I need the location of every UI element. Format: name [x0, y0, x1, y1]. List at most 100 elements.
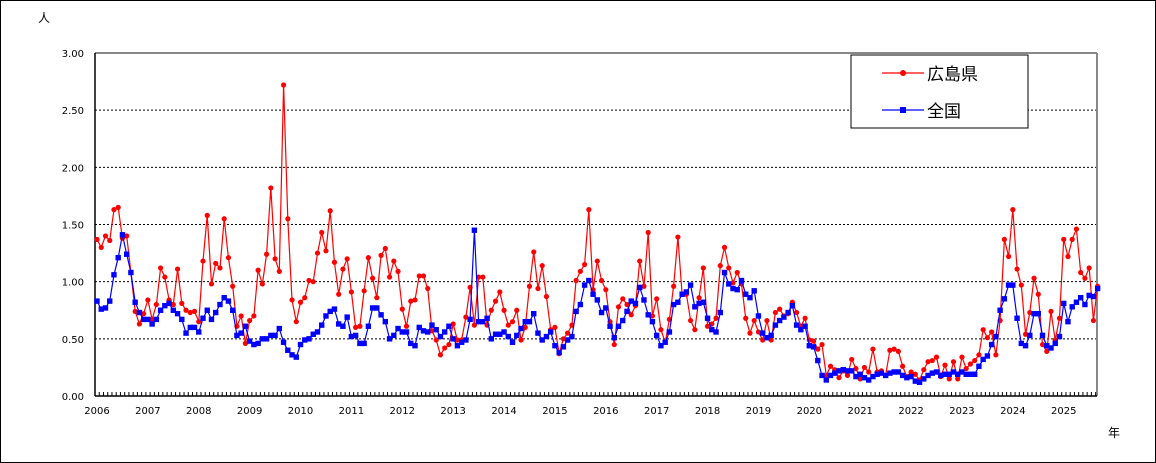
data-point: [200, 315, 206, 321]
data-point: [352, 332, 359, 339]
data-point: [836, 368, 842, 374]
data-point: [895, 348, 901, 355]
data-point: [654, 296, 660, 302]
data-point: [785, 309, 791, 316]
data-point: [259, 281, 265, 287]
data-point: [293, 354, 299, 360]
data-point: [225, 255, 232, 261]
data-point: [730, 280, 736, 286]
data-point: [959, 354, 965, 360]
data-point: [145, 297, 151, 303]
data-point: [543, 333, 550, 340]
data-point: [454, 342, 461, 349]
data-point: [603, 287, 609, 293]
data-point: [535, 330, 541, 336]
data-point: [458, 339, 465, 345]
data-point: [166, 300, 172, 307]
data-point: [276, 268, 282, 274]
data-point: [844, 372, 851, 379]
data-point: [823, 372, 829, 379]
y-axis-unit: 人: [38, 11, 50, 25]
data-point: [425, 329, 431, 335]
data-point: [777, 306, 783, 312]
data-point: [484, 315, 490, 321]
data-point: [704, 323, 711, 329]
data-point: [988, 341, 995, 348]
data-point: [582, 261, 588, 268]
data-point: [442, 345, 448, 351]
data-point: [1061, 300, 1067, 307]
data-point: [921, 367, 927, 373]
data-point: [264, 251, 270, 257]
y-tick-label: 2.00: [62, 163, 84, 174]
data-point: [887, 347, 893, 353]
x-axis-unit: 年: [1108, 426, 1120, 440]
data-point: [365, 255, 371, 261]
data-point: [556, 349, 562, 356]
data-point: [441, 329, 448, 335]
data-point: [141, 311, 147, 317]
data-point: [615, 304, 622, 310]
x-tick-label: 2012: [390, 406, 415, 417]
data-point: [810, 338, 817, 344]
data-point: [310, 279, 316, 285]
data-point: [615, 323, 622, 329]
data-point: [480, 274, 486, 280]
data-point: [162, 302, 168, 309]
data-point: [170, 301, 176, 308]
y-tick-label: 1.50: [62, 221, 84, 232]
data-point: [1014, 266, 1020, 272]
data-point: [1073, 226, 1080, 232]
data-point: [386, 336, 393, 342]
data-point: [446, 323, 452, 329]
data-point: [933, 354, 940, 360]
data-point: [157, 307, 164, 313]
data-point: [594, 297, 601, 303]
data-point: [259, 336, 266, 342]
data-point: [857, 376, 863, 382]
data-point: [115, 254, 121, 261]
data-point: [586, 207, 592, 213]
data-point: [696, 300, 702, 307]
data-point: [942, 362, 948, 368]
data-point: [573, 308, 579, 315]
legend: 広島県 全国: [850, 54, 1029, 129]
data-point: [111, 272, 117, 278]
data-point: [1044, 342, 1050, 349]
data-point: [564, 337, 571, 343]
data-point: [645, 229, 651, 236]
data-point: [204, 212, 210, 218]
data-point: [1048, 345, 1054, 351]
data-point: [713, 315, 719, 321]
data-point: [772, 322, 779, 328]
data-point: [704, 315, 711, 321]
data-point: [709, 326, 715, 333]
data-point: [123, 251, 130, 257]
data-point: [649, 313, 656, 319]
data-point: [107, 237, 113, 244]
data-point: [1044, 348, 1050, 355]
x-tick-label: 2024: [1000, 406, 1025, 417]
data-point: [1018, 282, 1024, 288]
data-point: [827, 372, 834, 379]
series-line: [96, 84, 1099, 382]
data-point: [1035, 310, 1041, 317]
legend-box: [850, 54, 1029, 129]
data-point: [492, 331, 499, 337]
data-point: [433, 326, 439, 333]
data-point: [938, 372, 944, 379]
data-point: [454, 337, 460, 343]
data-point: [1073, 299, 1080, 305]
data-point: [1069, 304, 1075, 310]
data-point: [246, 338, 253, 344]
data-point: [471, 322, 477, 328]
data-point: [102, 305, 109, 311]
data-point: [280, 339, 287, 345]
data-point: [679, 291, 685, 297]
data-point: [416, 273, 422, 279]
x-tick-labels: 2006 2007 2008 2009 2010 2011 2012 2013 2014 2015…: [84, 406, 1076, 417]
data-point: [793, 322, 800, 328]
data-point: [391, 258, 397, 264]
data-point: [1027, 309, 1033, 316]
data-point: [247, 317, 253, 324]
